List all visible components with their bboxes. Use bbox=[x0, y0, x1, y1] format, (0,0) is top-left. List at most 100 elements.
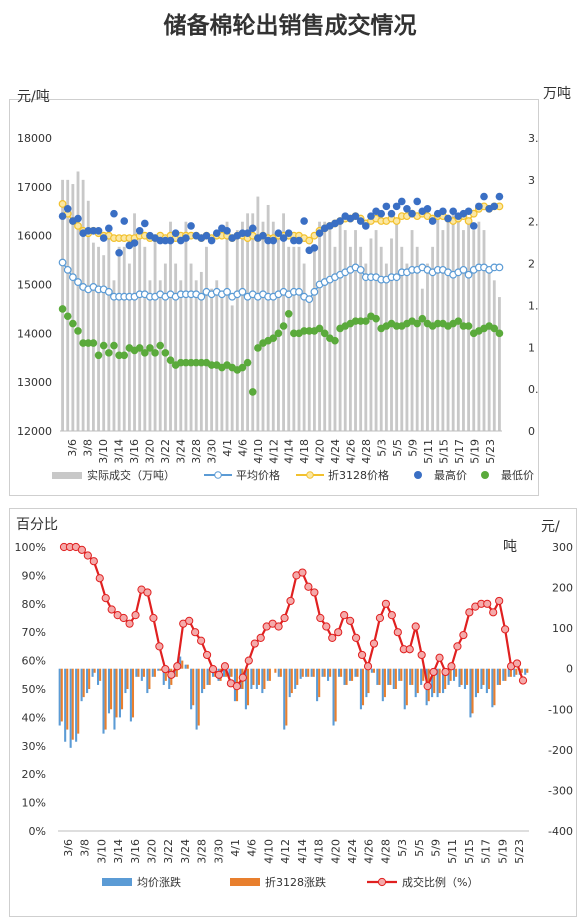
x-tick-label: 3/20 bbox=[146, 839, 159, 864]
x-tick-label: 4/26 bbox=[363, 839, 376, 864]
ratio-point bbox=[149, 613, 158, 623]
volume-bar bbox=[71, 184, 75, 431]
conv-change-bar bbox=[66, 668, 69, 730]
min-price-point bbox=[418, 314, 427, 323]
x-tick-label: 3/8 bbox=[81, 439, 94, 457]
avg-change-bar bbox=[513, 668, 516, 677]
ratio-point bbox=[220, 662, 230, 671]
ratio-point bbox=[489, 608, 498, 617]
axis-unit-left: 百分比 bbox=[16, 517, 58, 533]
y-tick-label-right: 0.5 bbox=[528, 383, 538, 396]
avg-price-point bbox=[295, 287, 303, 296]
volume-bar bbox=[420, 288, 424, 431]
max-price-point bbox=[259, 231, 267, 240]
conv-change-bar bbox=[257, 668, 260, 685]
min-price-point bbox=[69, 319, 77, 328]
avg-change-bar bbox=[463, 668, 467, 689]
avg-change-bar bbox=[261, 668, 264, 694]
max-price-point bbox=[495, 192, 504, 201]
max-price-point bbox=[449, 207, 457, 216]
avg-change-bar bbox=[107, 668, 111, 714]
avg-change-bar bbox=[222, 668, 226, 677]
max-price-point bbox=[141, 219, 149, 228]
avg-change-bar bbox=[431, 668, 434, 698]
volume-bar bbox=[205, 246, 208, 431]
max-price-point bbox=[166, 236, 175, 245]
x-tick-label: 3/20 bbox=[143, 439, 156, 464]
min-price-point bbox=[454, 317, 463, 325]
avg-change-bar bbox=[179, 656, 182, 669]
ratio-point bbox=[375, 613, 385, 623]
max-price-point bbox=[475, 202, 483, 211]
x-tick-label: 3/6 bbox=[62, 839, 75, 857]
volume-bar bbox=[282, 213, 285, 431]
y-tick-label-right: 0 bbox=[566, 663, 573, 676]
ratio-point bbox=[351, 633, 361, 642]
axis-unit-left-top: 元/吨 bbox=[17, 89, 50, 105]
ratio-point bbox=[322, 622, 331, 631]
min-price-point bbox=[372, 314, 380, 323]
max-price-point bbox=[480, 192, 488, 201]
avg-change-bar bbox=[157, 668, 160, 671]
avg-change-bar bbox=[277, 668, 280, 677]
avg-change-bar bbox=[146, 668, 149, 694]
y-tick-label-left: 0% bbox=[29, 825, 46, 838]
min-price-point bbox=[74, 327, 82, 335]
avg-change-bar bbox=[140, 668, 143, 681]
avg-change-bar bbox=[64, 668, 67, 742]
legend: 均价涨跌 折3128涨跌 成交比例（%） bbox=[102, 875, 478, 889]
volume-bar bbox=[323, 221, 327, 431]
conv-change-bar bbox=[416, 668, 419, 694]
volume-bar bbox=[117, 246, 121, 431]
y-tick-label-right: -100 bbox=[548, 703, 573, 716]
y-tick-label-left: 16000 bbox=[17, 230, 52, 243]
avg-price-point bbox=[63, 265, 72, 274]
conv-change-bar bbox=[498, 668, 501, 685]
avg-change-bar bbox=[228, 668, 231, 677]
max-price-point bbox=[367, 212, 375, 220]
y-tick-label-left: 80% bbox=[22, 598, 46, 611]
conv-change-bar bbox=[318, 668, 321, 698]
volume-bar bbox=[400, 246, 404, 431]
x-tick-label: 3/22 bbox=[159, 439, 172, 464]
max-price-point bbox=[490, 202, 499, 211]
avg-price-point bbox=[223, 287, 231, 296]
conv-price-point bbox=[305, 236, 314, 245]
y-tick-label-left: 14000 bbox=[17, 327, 52, 340]
volume-bar bbox=[251, 213, 255, 431]
ratio-point bbox=[393, 628, 402, 637]
conv-change-bar bbox=[334, 668, 337, 722]
volume-bar bbox=[343, 230, 347, 431]
conv-change-bar bbox=[367, 668, 370, 694]
max-price-point bbox=[362, 222, 370, 230]
avg-price-point bbox=[197, 292, 206, 301]
conv-change-bar bbox=[340, 668, 343, 677]
min-price-point bbox=[135, 344, 144, 352]
x-tick-label: 5/5 bbox=[413, 839, 426, 857]
avg-change-bar bbox=[316, 668, 319, 702]
conv-change-bar bbox=[148, 668, 151, 689]
x-tick-label: 4/10 bbox=[262, 839, 275, 864]
ratio-point bbox=[143, 588, 152, 597]
avg-change-bar bbox=[80, 668, 83, 702]
x-tick-label: 4/6 bbox=[236, 439, 249, 457]
volume-bar bbox=[189, 263, 193, 431]
ratio-point bbox=[125, 619, 134, 628]
ratio-point bbox=[119, 613, 128, 623]
volume-bar bbox=[354, 230, 357, 431]
conv-change-bar bbox=[520, 668, 523, 673]
conv-change-bar bbox=[356, 668, 359, 677]
max-price-point bbox=[94, 226, 103, 235]
volume-bar bbox=[91, 242, 95, 431]
volume-bar bbox=[138, 230, 142, 431]
conv-change-bar bbox=[455, 668, 458, 677]
volume-bar bbox=[287, 246, 291, 431]
change-ratio-chart: 百分比 元/吨 0% 10% 20% 30% 40% 50% 60% 70% 80% 90% 100% -… bbox=[15, 517, 573, 889]
conv-change-bar bbox=[476, 668, 480, 694]
conv-change-bar bbox=[137, 668, 140, 677]
legend-marker-conv bbox=[306, 471, 314, 479]
conv-change-bar bbox=[389, 668, 392, 685]
avg-change-bar bbox=[491, 668, 494, 708]
volume-bar bbox=[456, 221, 460, 431]
y-tick-label-right: 200 bbox=[552, 582, 573, 595]
